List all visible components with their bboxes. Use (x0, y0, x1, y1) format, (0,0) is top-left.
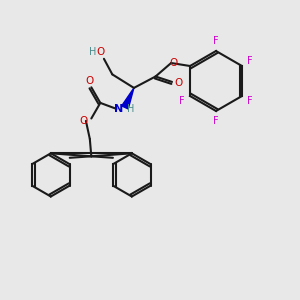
Text: F: F (213, 36, 219, 46)
Polygon shape (122, 88, 134, 109)
Text: O: O (96, 47, 104, 57)
Text: H: H (127, 104, 134, 114)
Text: F: F (248, 96, 253, 106)
Text: F: F (179, 96, 184, 106)
Text: O: O (86, 76, 94, 86)
Text: O: O (169, 58, 178, 68)
Text: F: F (213, 116, 219, 126)
Text: H: H (89, 47, 96, 57)
Text: O: O (174, 78, 182, 88)
Text: O: O (80, 116, 88, 126)
Text: F: F (248, 56, 253, 66)
Text: N: N (114, 104, 123, 114)
